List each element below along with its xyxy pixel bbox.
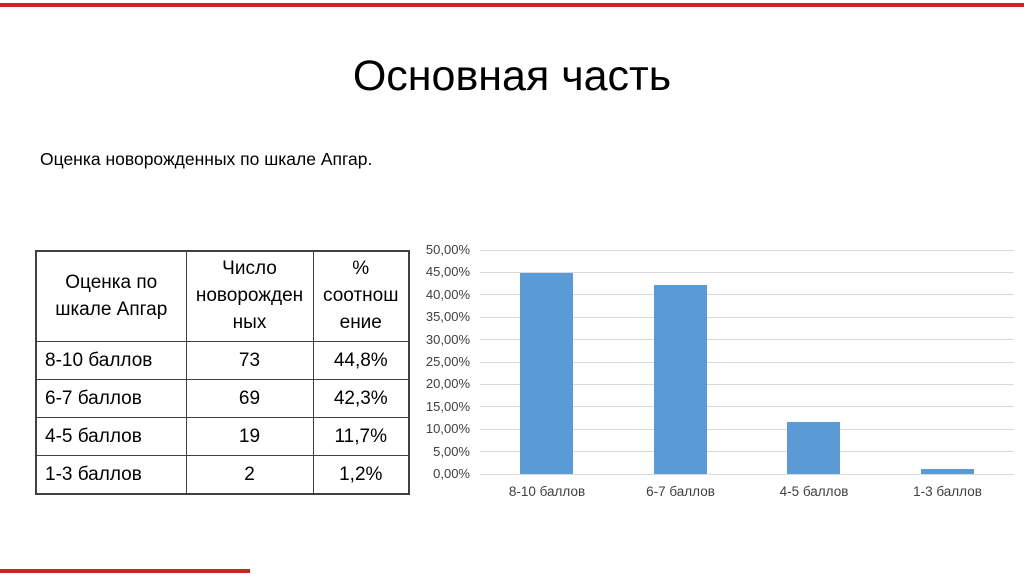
chart-bar	[787, 421, 841, 474]
y-axis-tick-label: 30,00%	[425, 331, 470, 347]
chart-gridline	[480, 339, 1014, 341]
y-axis-tick-label: 40,00%	[425, 286, 470, 302]
y-axis-tick-label: 10,00%	[425, 421, 470, 437]
table-header-score: Оценка по шкале Апгар	[35, 250, 187, 342]
subtitle: Оценка новорожденных по шкале Апгар.	[40, 149, 373, 169]
table-cell-percent: 42,3%	[312, 379, 410, 418]
chart-gridline	[480, 383, 1014, 385]
table-cell-category: 8-10 баллов	[35, 341, 187, 380]
table-cell-percent: 11,7%	[312, 417, 410, 456]
table-cell-percent: 44,8%	[312, 341, 410, 380]
y-axis-tick-label: 50,00%	[425, 242, 470, 257]
table-header-count: Число новорожденных	[185, 250, 314, 342]
chart-bar	[653, 284, 707, 474]
table-row: 8-10 баллов 73 44,8%	[35, 341, 410, 380]
x-axis-category-label: 1-3 баллов	[913, 484, 982, 499]
y-axis-tick-label: 45,00%	[425, 264, 470, 280]
table-cell-category: 1-3 баллов	[35, 455, 187, 495]
table-cell-count: 69	[185, 379, 314, 418]
top-accent-line	[0, 3, 1024, 7]
y-axis-tick-label: 5,00%	[433, 443, 470, 459]
chart-gridline	[480, 271, 1014, 273]
chart-gridline	[480, 294, 1014, 296]
page-title: Основная часть	[352, 52, 672, 100]
y-axis-tick-label: 25,00%	[425, 354, 470, 369]
table-header-row: Оценка по шкале Апгар Число новорожденны…	[35, 250, 410, 342]
x-axis-category-label: 6-7 баллов	[646, 484, 715, 499]
chart-bar	[920, 468, 974, 474]
chart-gridline	[480, 316, 1014, 318]
chart-gridline	[480, 473, 1014, 475]
table-cell-count: 19	[185, 417, 314, 456]
table-row: 4-5 баллов 19 11,7%	[35, 417, 410, 456]
bar-chart: 0,00% 5,00% 10,00% 15,00% 20,00% 25,00% 30,00%…	[410, 242, 1024, 520]
y-axis-tick-label: 0,00%	[433, 466, 470, 481]
chart-gridline	[480, 451, 1014, 453]
y-axis-tick-label: 20,00%	[425, 376, 470, 392]
table-cell-percent: 1,2%	[312, 455, 410, 495]
chart-gridline	[480, 406, 1014, 408]
x-axis-category-label: 8-10 баллов	[508, 484, 586, 499]
bottom-accent-line	[0, 569, 250, 573]
chart-gridline	[480, 428, 1014, 430]
chart-plot-area	[480, 249, 1014, 475]
table-cell-count: 73	[185, 341, 314, 380]
y-axis-tick-label: 35,00%	[425, 309, 470, 325]
x-axis-category-label: 4-5 баллов	[779, 484, 849, 499]
table-row: 6-7 баллов 69 42,3%	[35, 379, 410, 418]
apgar-table: Оценка по шкале Апгар Число новорожденны…	[35, 250, 410, 495]
table-row: 1-3 баллов 2 1,2%	[35, 455, 410, 495]
table-cell-count: 2	[185, 455, 314, 495]
chart-bar	[520, 273, 574, 474]
table-header-percent: % соотношение	[312, 250, 410, 342]
chart-gridline	[480, 361, 1014, 363]
y-axis-tick-label: 15,00%	[425, 398, 470, 414]
table-cell-category: 6-7 баллов	[35, 379, 187, 418]
chart-gridline	[480, 249, 1014, 251]
table-cell-category: 4-5 баллов	[35, 417, 187, 456]
